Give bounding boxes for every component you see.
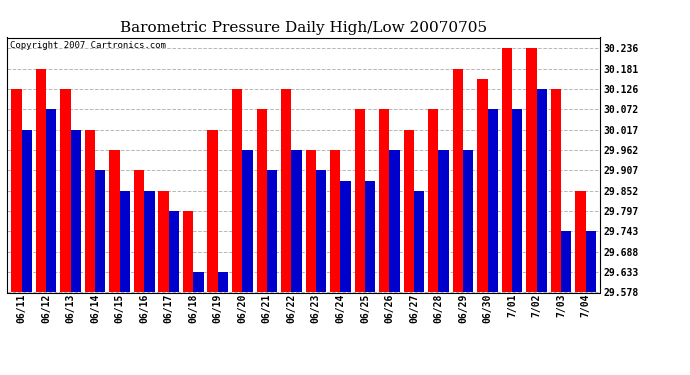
Bar <box>21 129 32 292</box>
Bar <box>110 150 119 292</box>
Bar <box>586 231 596 292</box>
Bar <box>316 170 326 292</box>
Bar <box>70 129 81 292</box>
Bar <box>306 150 316 292</box>
Bar <box>242 150 253 292</box>
Bar <box>453 69 463 292</box>
Bar <box>85 129 95 292</box>
Bar <box>193 272 204 292</box>
Bar <box>477 79 488 292</box>
Bar <box>340 181 351 292</box>
Bar <box>134 170 144 292</box>
Bar <box>218 272 228 292</box>
Bar <box>291 150 302 292</box>
Bar <box>119 191 130 292</box>
Bar <box>46 109 57 292</box>
Bar <box>526 48 537 292</box>
Bar <box>389 150 400 292</box>
Bar <box>379 109 389 292</box>
Bar <box>267 170 277 292</box>
Bar <box>404 129 414 292</box>
Bar <box>428 109 438 292</box>
Bar <box>60 89 70 292</box>
Bar <box>512 109 522 292</box>
Bar <box>95 170 106 292</box>
Bar <box>36 69 46 292</box>
Bar <box>169 211 179 292</box>
Bar <box>502 48 512 292</box>
Bar <box>232 89 242 292</box>
Bar <box>365 181 375 292</box>
Bar <box>257 109 267 292</box>
Bar <box>11 89 21 292</box>
Bar <box>330 150 340 292</box>
Title: Barometric Pressure Daily High/Low 20070705: Barometric Pressure Daily High/Low 20070… <box>120 21 487 35</box>
Bar <box>463 150 473 292</box>
Bar <box>183 211 193 292</box>
Bar <box>414 191 424 292</box>
Bar <box>159 191 169 292</box>
Bar <box>551 89 561 292</box>
Bar <box>438 150 449 292</box>
Bar <box>144 191 155 292</box>
Bar <box>575 191 586 292</box>
Bar <box>488 109 497 292</box>
Bar <box>281 89 291 292</box>
Bar <box>355 109 365 292</box>
Bar <box>537 89 547 292</box>
Bar <box>561 231 571 292</box>
Text: Copyright 2007 Cartronics.com: Copyright 2007 Cartronics.com <box>10 41 166 50</box>
Bar <box>208 129 218 292</box>
